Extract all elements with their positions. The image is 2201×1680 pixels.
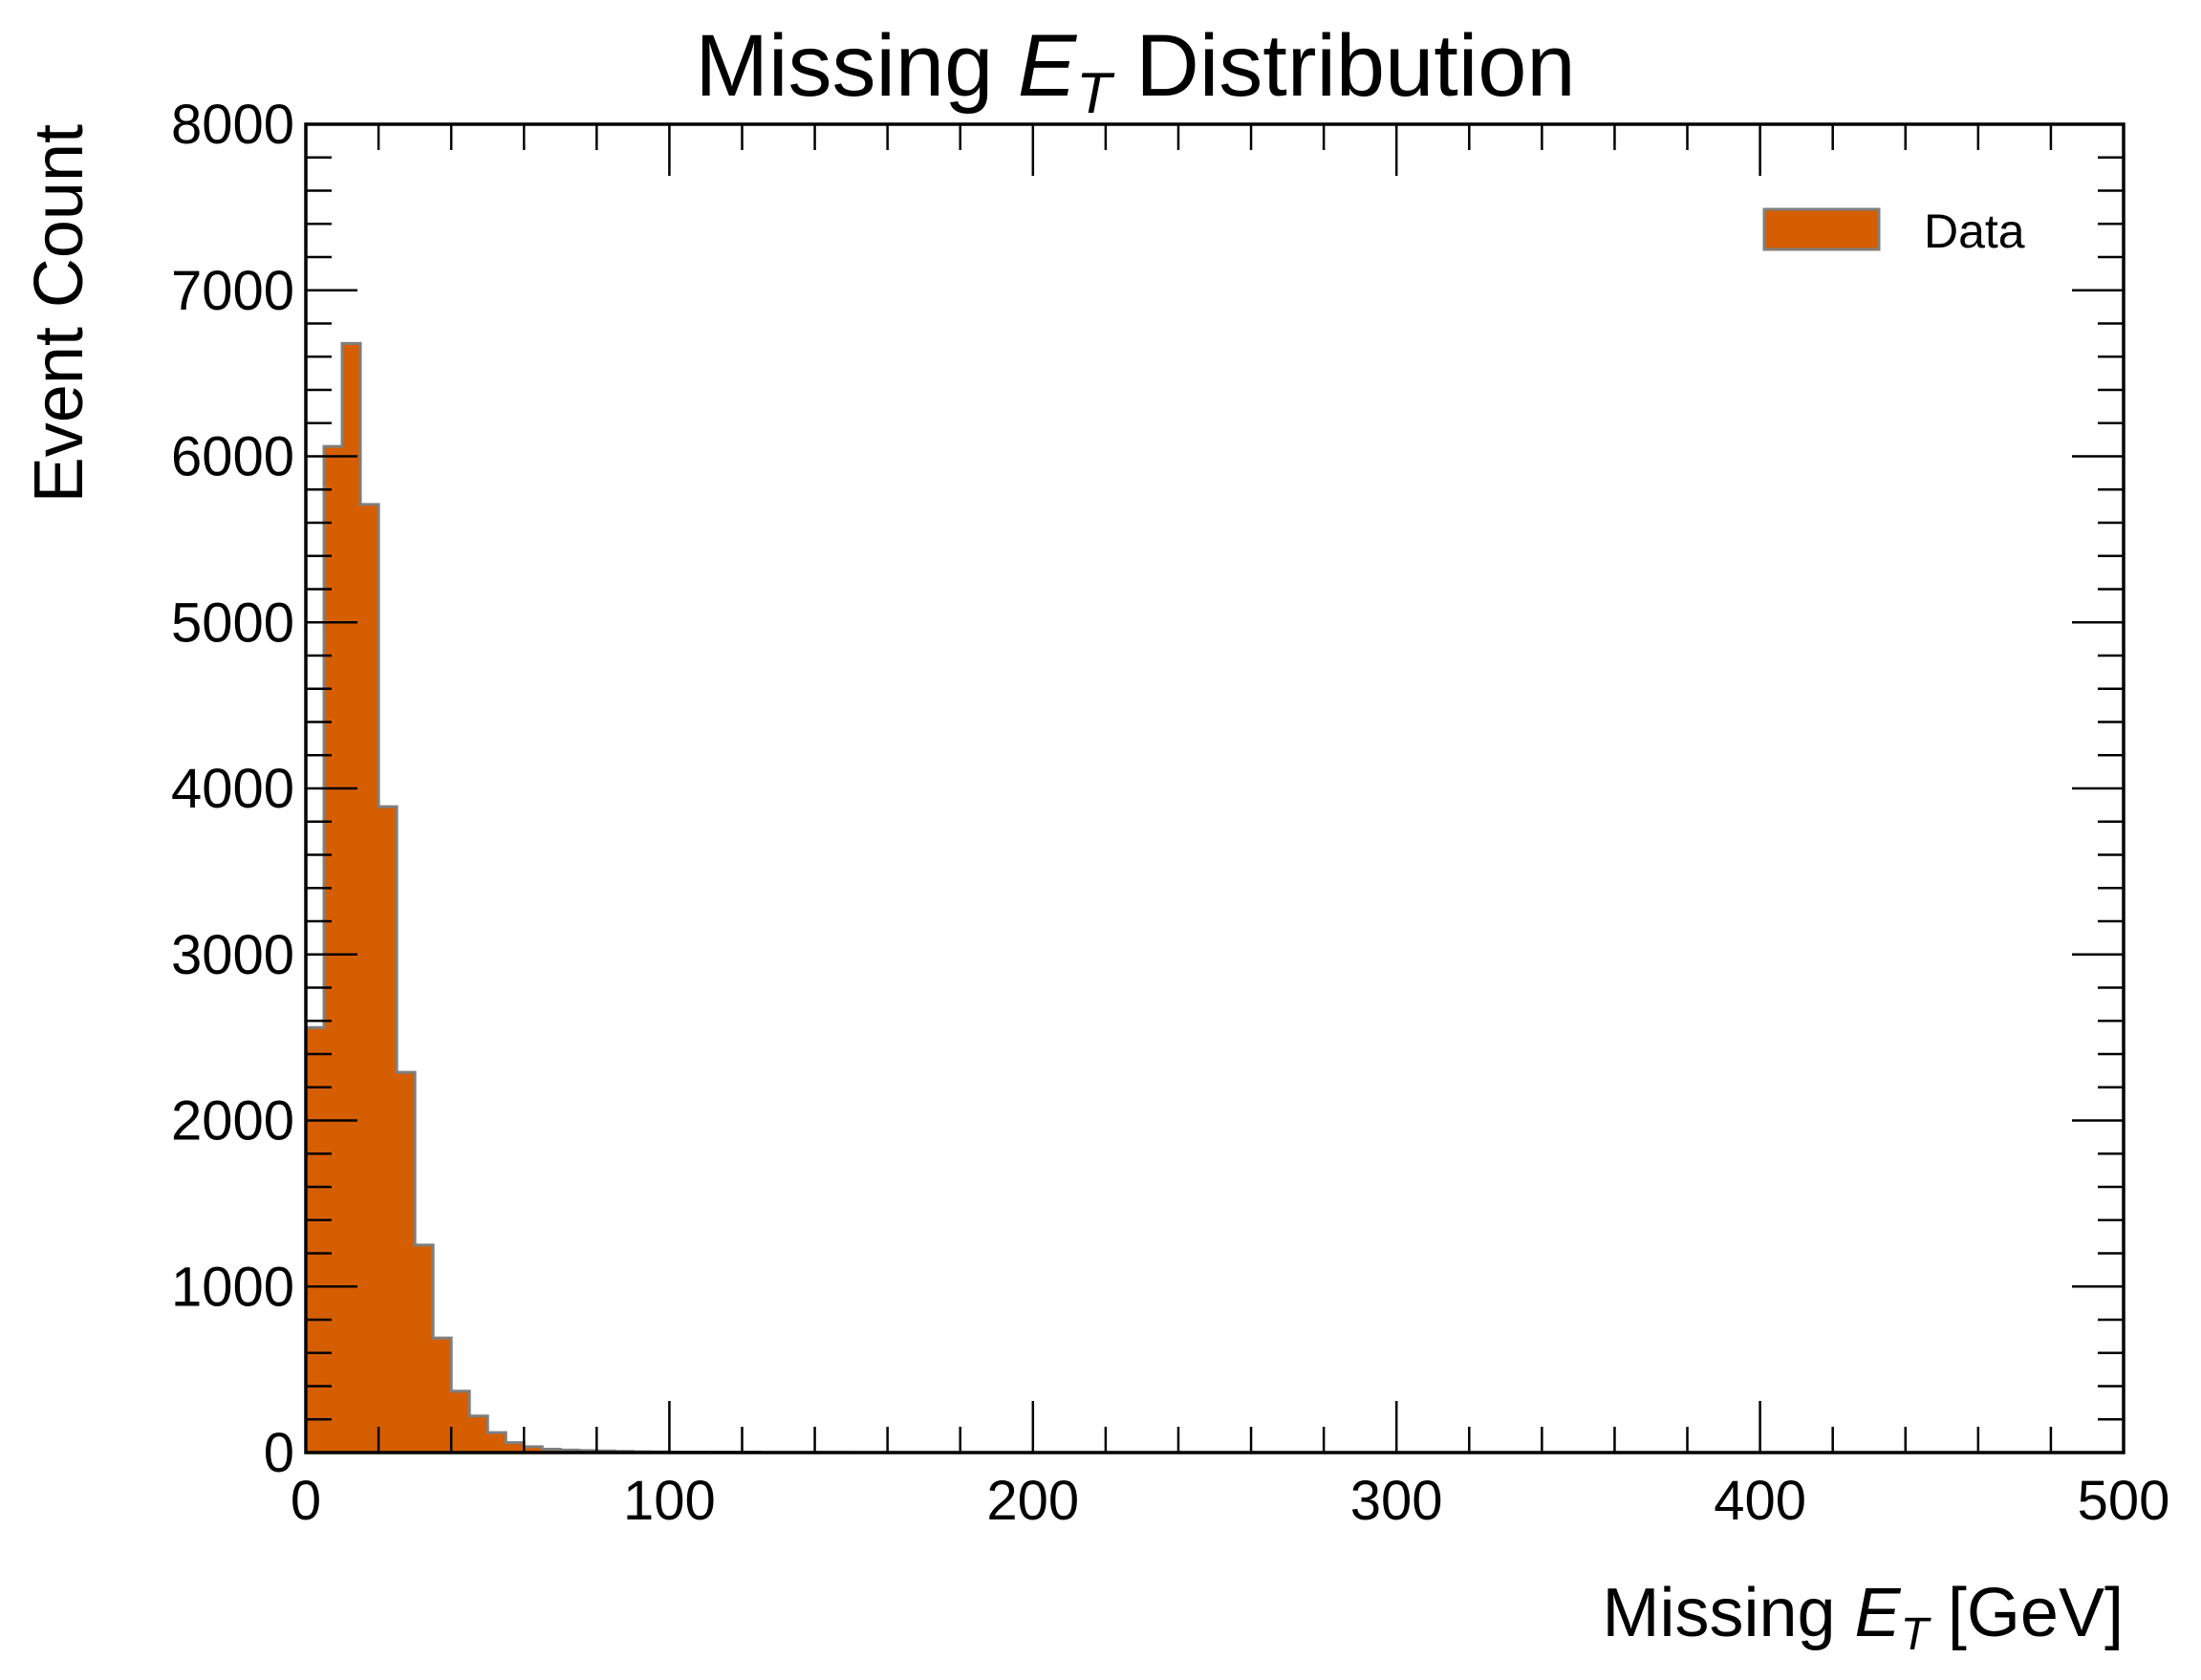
histogram-bars: [306, 343, 852, 1453]
y-tick-label: 4000: [171, 758, 294, 820]
y-tick-label: 8000: [171, 94, 294, 156]
x-tick-label: 400: [1714, 1470, 1806, 1532]
chart-title: Missing ET Distribution: [695, 17, 1575, 125]
histogram-bar: [378, 807, 398, 1453]
histogram-bar: [433, 1338, 452, 1453]
histogram-bar: [469, 1416, 488, 1453]
y-tick-label: 0: [264, 1422, 294, 1484]
x-tick-label: 200: [986, 1470, 1079, 1532]
histogram-bar: [306, 1027, 325, 1453]
x-tick-label: 300: [1350, 1470, 1443, 1532]
y-tick-label: 7000: [171, 260, 294, 322]
y-tick-label: 2000: [171, 1090, 294, 1152]
legend: Data: [1764, 205, 2025, 258]
y-tick-label: 5000: [171, 592, 294, 654]
x-tick-labels: 0 100 200 300 400 500: [291, 1470, 2170, 1532]
y-tick-labels: 0 1000 2000 3000 4000 5000 6000 7000 8000: [171, 94, 294, 1484]
x-axis-label: Missing ET [GeV]: [1602, 1575, 2124, 1660]
axis-ticks: [306, 124, 2124, 1453]
histogram-bar: [360, 505, 379, 1453]
y-tick-label: 1000: [171, 1256, 294, 1318]
legend-swatch: [1764, 209, 1879, 249]
histogram-bar: [415, 1245, 434, 1453]
legend-label: Data: [1924, 205, 2025, 258]
y-axis-label: Event Count: [21, 124, 97, 503]
histogram-bar: [324, 446, 343, 1453]
x-tick-label: 100: [623, 1470, 716, 1532]
plot-frame: [306, 124, 2124, 1453]
histogram-bar: [487, 1432, 507, 1453]
histogram-bar: [451, 1391, 470, 1453]
x-tick-label: 500: [2078, 1470, 2170, 1532]
y-tick-label: 3000: [171, 924, 294, 986]
histogram-bar: [397, 1072, 416, 1453]
x-tick-label: 0: [291, 1470, 321, 1532]
y-tick-label: 6000: [171, 426, 294, 488]
